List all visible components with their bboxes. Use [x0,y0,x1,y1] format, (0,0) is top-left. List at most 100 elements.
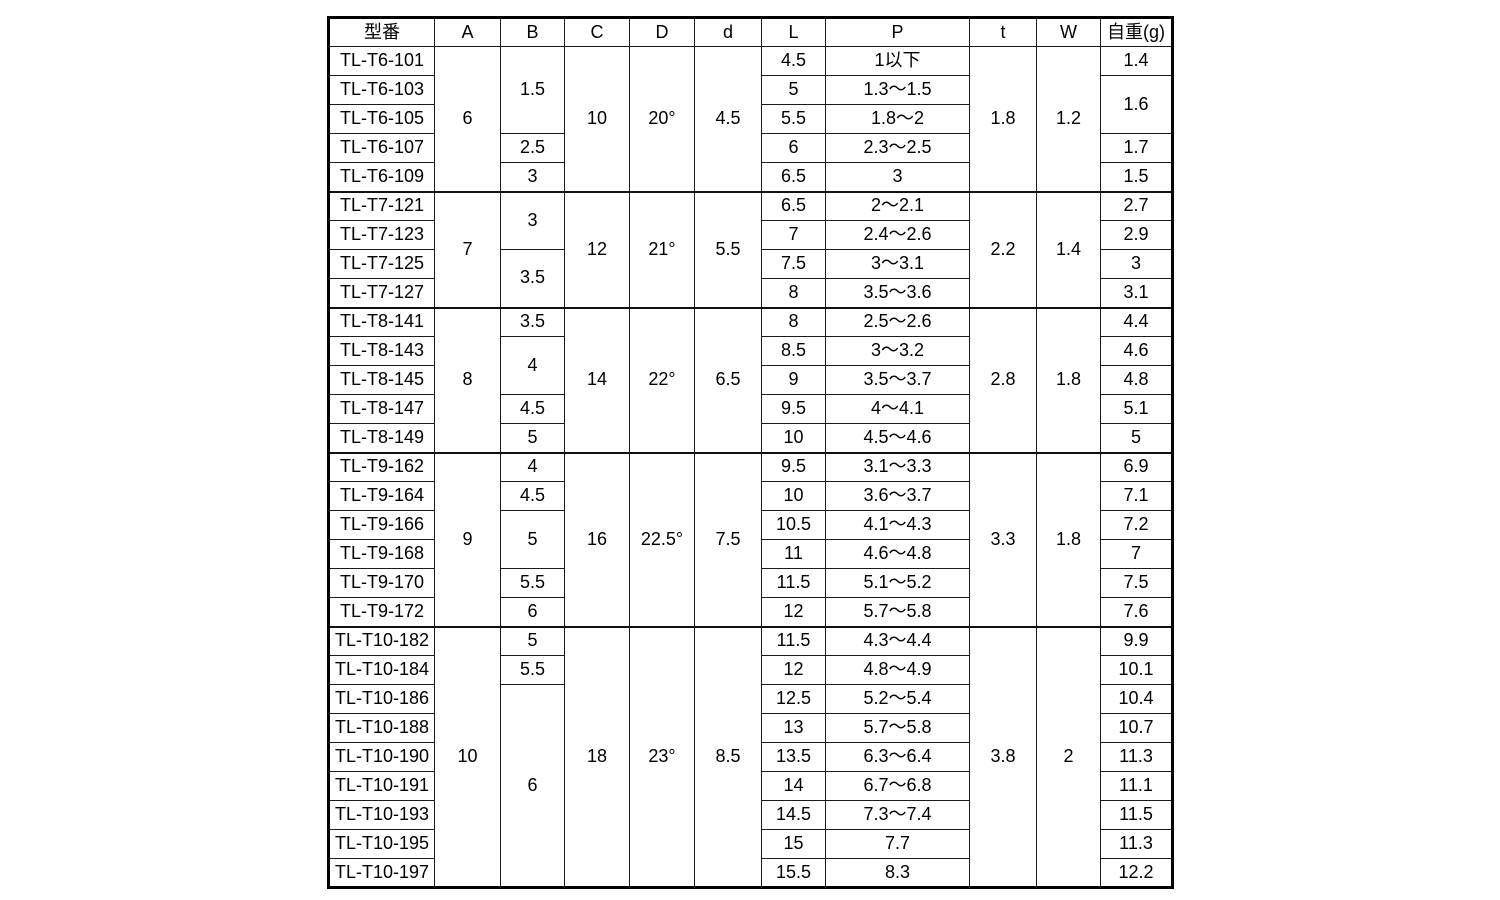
cell-b: 5.5 [500,568,565,598]
header-p: P [825,17,970,47]
cell-model: TL-T8-149 [328,423,435,453]
table-row: TL-T10-191 14 6.7〜6.8 11.1 [328,771,1173,801]
cell-weight: 2.7 [1100,190,1173,221]
table-row: TL-T8-149 5 10 4.5〜4.6 5 [328,423,1173,453]
cell-p: 4.3〜4.4 [825,625,970,656]
cell-b: 4.5 [500,394,565,424]
cell-a: 8 [434,306,501,453]
cell-l: 6 [761,133,826,163]
cell-l: 8 [761,278,826,308]
cell-d-minor: 5.5 [694,190,762,308]
cell-weight: 11.3 [1100,829,1173,859]
cell-l: 14 [761,771,826,801]
table-row: TL-T10-188 13 5.7〜5.8 10.7 [328,713,1173,743]
cell-c: 18 [564,625,630,888]
cell-weight: 7.5 [1100,568,1173,598]
table-row: TL-T7-127 8 3.5〜3.6 3.1 [328,278,1173,308]
cell-b: 4 [500,451,565,482]
cell-t: 3.8 [969,625,1037,888]
cell-model: TL-T7-123 [328,220,435,250]
cell-p: 1.8〜2 [825,104,970,134]
cell-b: 3.5 [500,306,565,337]
cell-weight: 11.1 [1100,771,1173,801]
table-row: TL-T10-182 10 5 18 23° 8.5 11.5 4.3〜4.4 3.8 2 9.9 [328,625,1173,888]
cell-model: TL-T10-190 [328,742,435,772]
cell-weight: 4.4 [1100,306,1173,337]
table-row: TL-T8-147 4.5 9.5 4〜4.1 5.1 [328,394,1173,424]
cell-p: 4.1〜4.3 [825,510,970,540]
cell-d-minor: 7.5 [694,451,762,627]
table-row: TL-T9-164 4.5 10 3.6〜3.7 7.1 [328,481,1173,511]
cell-l: 7 [761,220,826,250]
cell-t: 2.8 [969,306,1037,453]
cell-l: 9 [761,365,826,395]
cell-p: 4.6〜4.8 [825,539,970,569]
cell-p: 6.7〜6.8 [825,771,970,801]
table-row: TL-T9-172 6 12 5.7〜5.8 7.6 [328,597,1173,627]
cell-b: 5 [500,423,565,453]
table-row: TL-T10-190 13.5 6.3〜6.4 11.3 [328,742,1173,772]
cell-model: TL-T9-164 [328,481,435,511]
cell-l: 9.5 [761,451,826,482]
cell-model: TL-T8-143 [328,336,435,366]
cell-t: 2.2 [969,190,1037,308]
cell-weight: 1.7 [1100,133,1173,163]
cell-a: 7 [434,190,501,308]
cell-w: 1.8 [1036,306,1101,453]
cell-model: TL-T6-107 [328,133,435,163]
cell-l: 14.5 [761,800,826,830]
cell-p: 6.3〜6.4 [825,742,970,772]
cell-l: 11.5 [761,625,826,656]
cell-d-minor: 4.5 [694,46,762,192]
cell-p: 5.7〜5.8 [825,597,970,627]
table-row: TL-T7-125 3.5 7.5 3〜3.1 3 [328,249,1173,308]
cell-weight: 7.6 [1100,597,1173,627]
cell-d-minor: 8.5 [694,625,762,888]
cell-p: 5.1〜5.2 [825,568,970,598]
cell-c: 12 [564,190,630,308]
cell-p: 5.7〜5.8 [825,713,970,743]
cell-weight: 3 [1100,249,1173,279]
table-row: TL-T9-170 5.5 11.5 5.1〜5.2 7.5 [328,568,1173,598]
table-row: TL-T7-123 7 2.4〜2.6 2.9 [328,220,1173,250]
table-row: TL-T10-186 6 12.5 5.2〜5.4 10.4 [328,684,1173,888]
cell-weight: 5 [1100,423,1173,453]
cell-p: 4〜4.1 [825,394,970,424]
cell-l: 5.5 [761,104,826,134]
cell-model: TL-T7-127 [328,278,435,308]
cell-l: 15 [761,829,826,859]
cell-p: 7.3〜7.4 [825,800,970,830]
cell-l: 11.5 [761,568,826,598]
cell-model: TL-T10-193 [328,800,435,830]
table-row: TL-T8-141 8 3.5 14 22° 6.5 8 2.5〜2.6 2.8 1.8 4.4 [328,306,1173,453]
table-row: TL-T6-101 6 1.5 10 20° 4.5 4.5 1以下 1.8 1.2 1.4 [328,46,1173,192]
header-t: t [969,17,1037,47]
cell-model: TL-T10-197 [328,858,435,888]
cell-weight: 7.1 [1100,481,1173,511]
header-a: A [434,17,501,47]
cell-d-major: 21° [629,190,695,308]
cell-t: 3.3 [969,451,1037,627]
cell-weight: 7.2 [1100,510,1173,540]
cell-p: 3.5〜3.6 [825,278,970,308]
cell-l: 15.5 [761,858,826,888]
cell-l: 6.5 [761,190,826,221]
cell-l: 10 [761,481,826,511]
header-c: C [564,17,630,47]
cell-weight: 7 [1100,539,1173,569]
cell-p: 3.5〜3.7 [825,365,970,395]
cell-b: 5.5 [500,655,565,685]
cell-l: 13 [761,713,826,743]
cell-b: 3.5 [500,249,565,308]
cell-w: 1.4 [1036,190,1101,308]
cell-weight: 11.3 [1100,742,1173,772]
cell-model: TL-T9-162 [328,451,435,482]
cell-b: 5 [500,625,565,656]
cell-weight: 5.1 [1100,394,1173,424]
cell-weight: 11.5 [1100,800,1173,830]
cell-l: 7.5 [761,249,826,279]
cell-l: 12 [761,655,826,685]
cell-b: 4 [500,336,565,395]
